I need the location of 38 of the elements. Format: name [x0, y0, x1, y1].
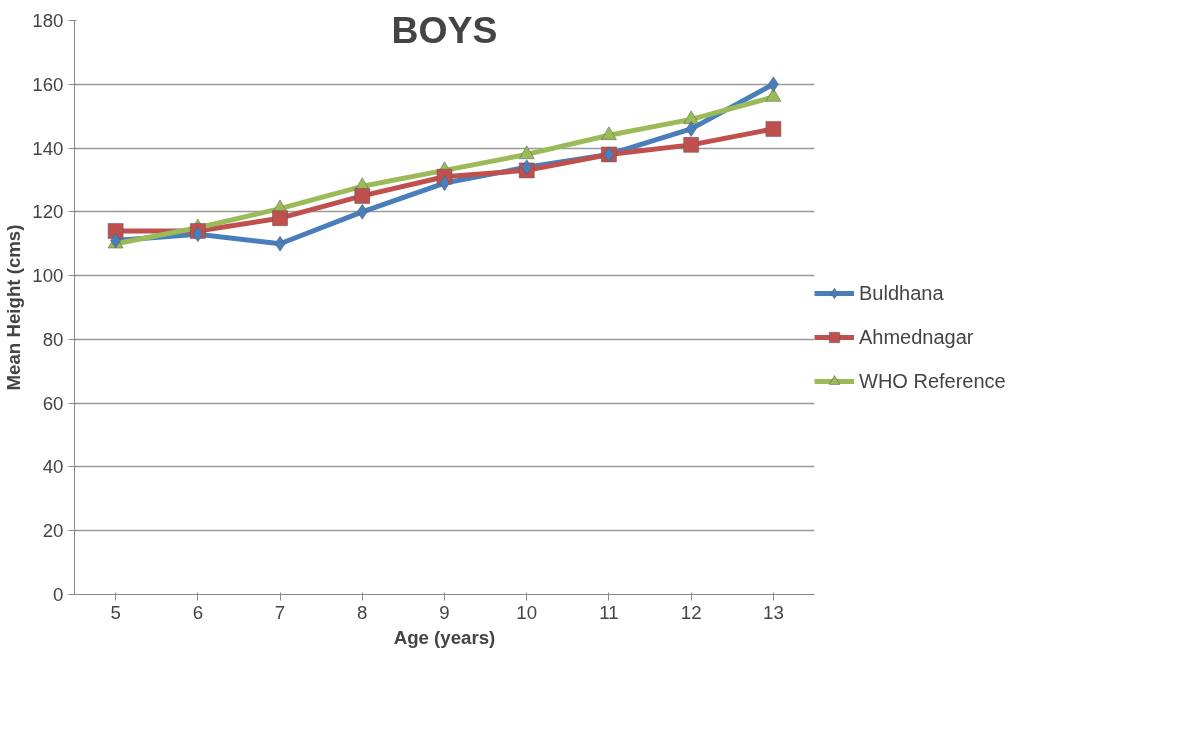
point	[272, 210, 289, 227]
point	[600, 126, 617, 141]
x-tick-label: 12	[680, 601, 702, 623]
y-tick-label: 160	[32, 73, 64, 95]
y-tick-label: 180	[32, 10, 64, 31]
x-axis-title: Age (years)	[393, 626, 496, 648]
x-tick-label: 11	[599, 601, 619, 623]
point	[518, 145, 535, 160]
x-tick-label: 8	[357, 601, 368, 623]
y-tick-label: 40	[42, 456, 64, 478]
x-tick-label: 6	[192, 601, 204, 623]
point	[356, 203, 368, 220]
point	[685, 120, 697, 137]
y-tick-label: 140	[32, 137, 64, 159]
x-tick-label: 10	[516, 601, 538, 623]
y-tick-label: 0	[53, 584, 64, 605]
y-tick-label: 80	[42, 328, 64, 350]
point	[765, 87, 782, 102]
point	[354, 187, 371, 204]
point	[683, 110, 700, 125]
y-tick-label: 100	[32, 265, 64, 287]
x-tick-label: 5	[110, 601, 121, 623]
point	[683, 136, 700, 153]
point	[767, 76, 779, 93]
y-tick-label: 120	[32, 201, 64, 223]
x-tick-label: 7	[274, 601, 286, 623]
point	[765, 120, 782, 137]
point	[274, 235, 286, 252]
legend-label: WHO Reference	[859, 369, 1006, 393]
x-tick-label: 9	[439, 601, 450, 623]
legend-label: Buldhana	[859, 281, 944, 305]
chart-title: BOYS	[391, 8, 498, 51]
y-tick-label: 60	[42, 392, 64, 414]
y-axis-title: Mean Height (cms)	[3, 224, 25, 391]
legend-label: Ahmednagar	[859, 325, 974, 349]
x-tick-label: 13	[763, 601, 784, 623]
point	[192, 226, 204, 243]
y-tick-label: 20	[42, 520, 64, 542]
